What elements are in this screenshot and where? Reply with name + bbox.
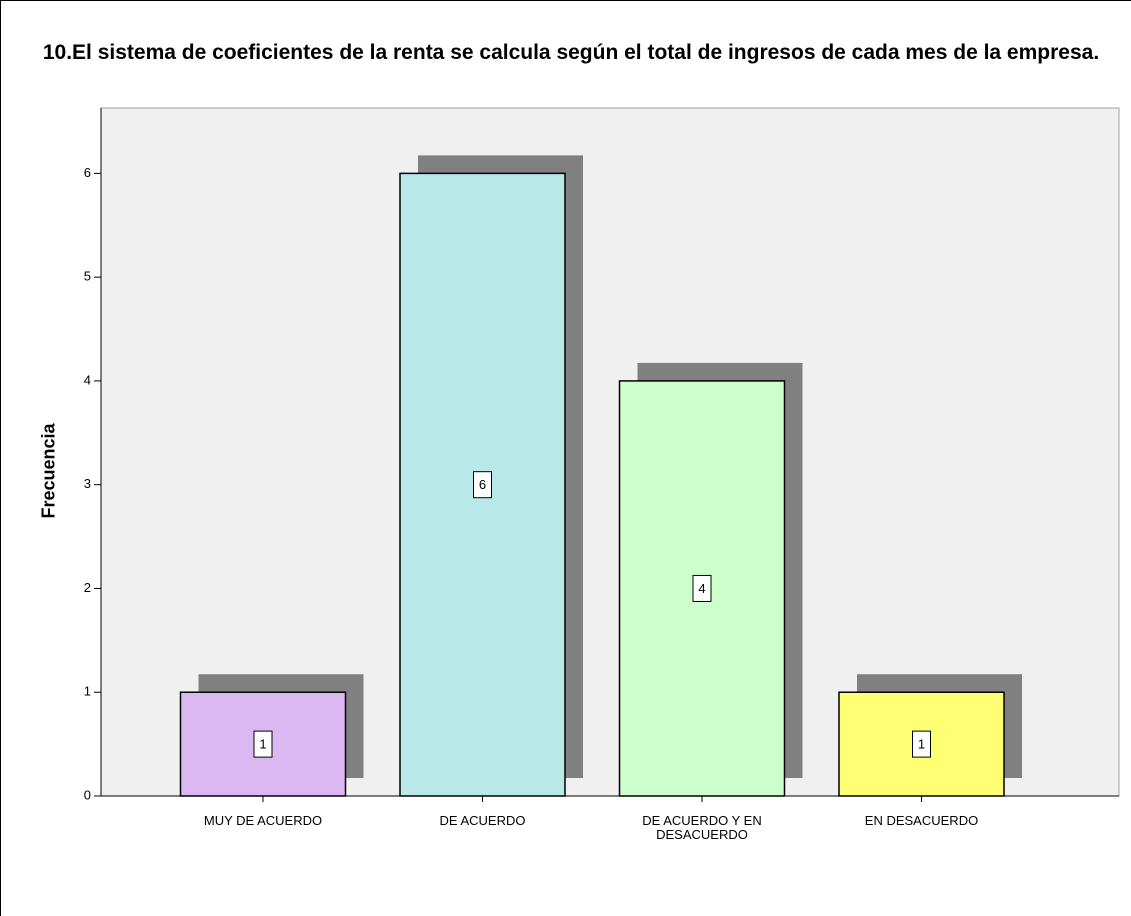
x-tick-label: EN DESACUERDO xyxy=(864,813,979,828)
y-tick-label: 2 xyxy=(84,580,91,595)
x-tick-label: MUY DE ACUERDO xyxy=(203,813,323,828)
x-tick-label: DE ACUERDO xyxy=(439,813,526,828)
data-label: 1 xyxy=(918,737,925,752)
data-label: 4 xyxy=(698,581,705,596)
y-tick-label: 5 xyxy=(84,269,91,284)
y-tick-label: 4 xyxy=(84,372,91,387)
data-label: 6 xyxy=(479,477,486,492)
y-tick-label: 0 xyxy=(84,787,91,802)
y-tick-label: 3 xyxy=(84,476,91,491)
data-label-box xyxy=(253,730,273,758)
data-label-box xyxy=(912,730,931,758)
x-tick-label: DE ACUERDO Y EN DESACUERDO xyxy=(642,813,762,842)
y-axis-label: Frecuencia xyxy=(38,423,59,519)
y-tick-label: 1 xyxy=(84,684,91,699)
data-label-box xyxy=(692,574,712,602)
data-label: 1 xyxy=(259,737,266,752)
chart-title: 10.El sistema de coeficientes de la rent… xyxy=(42,41,1100,64)
data-label-box xyxy=(473,471,492,499)
y-tick-label: 6 xyxy=(84,165,91,180)
